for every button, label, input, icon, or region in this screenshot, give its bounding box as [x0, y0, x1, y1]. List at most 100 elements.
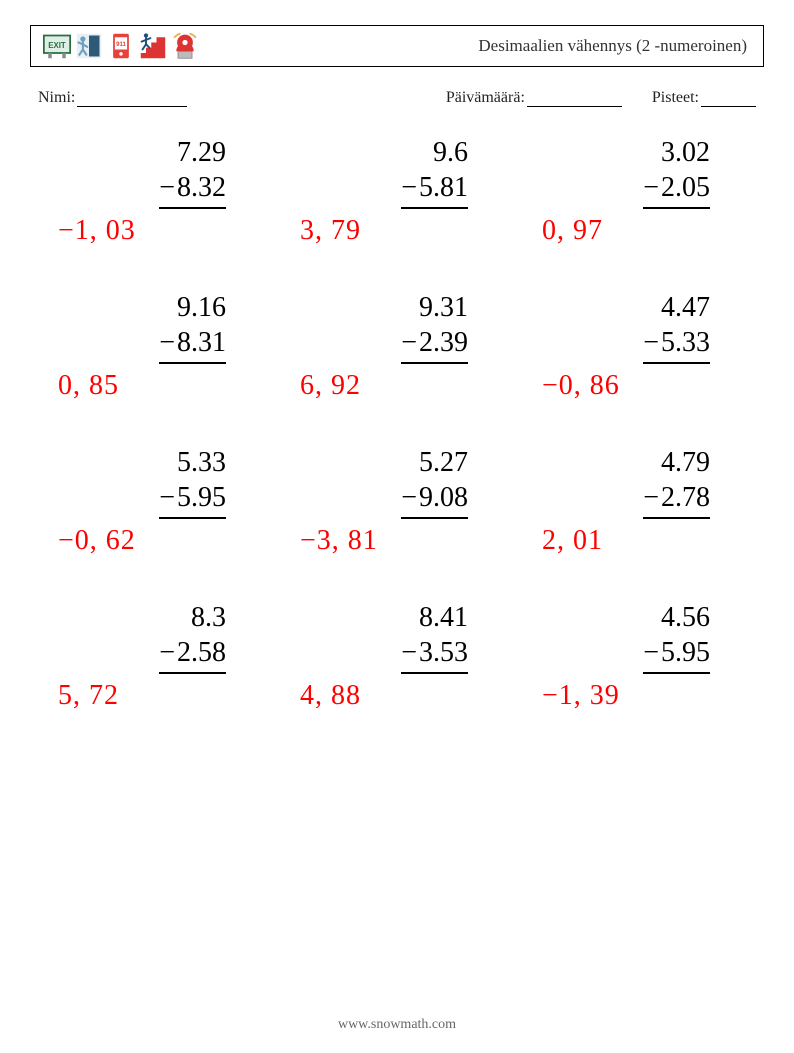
minus-sign: −: [159, 170, 175, 205]
subtrahend: 5.95: [661, 635, 710, 670]
problem-number-block: 9.16−8.31: [106, 290, 226, 364]
answer: 4, 88: [296, 678, 361, 713]
answer: −1, 39: [538, 678, 620, 713]
minuend: 8.3: [191, 600, 226, 635]
answer: −0, 86: [538, 368, 620, 403]
meta-name: Nimi:: [38, 89, 187, 107]
minuend: 3.02: [661, 135, 710, 170]
meta-date: Päivämäärä:: [446, 89, 622, 107]
problem: 4.56−5.95 −1, 39: [538, 600, 740, 713]
subtrahend: 8.32: [177, 170, 226, 205]
minus-sign: −: [401, 325, 417, 360]
answer: 6, 92: [296, 368, 361, 403]
worksheet-title: Desimaalien vähennys (2 -numeroinen): [478, 36, 751, 56]
exit-door-icon: [75, 32, 103, 60]
subtrahend-row: −3.53: [401, 635, 468, 674]
name-label: Nimi:: [38, 89, 75, 107]
subtrahend-row: −8.31: [159, 325, 226, 364]
problem-number-block: 9.6−5.81: [348, 135, 468, 209]
footer-url: www.snowmath.com: [30, 1005, 764, 1033]
problem: 9.6−5.81 3, 79: [296, 135, 498, 248]
running-stairs-icon: [139, 32, 167, 60]
minus-sign: −: [643, 170, 659, 205]
subtrahend-row: −2.39: [401, 325, 468, 364]
subtrahend-row: −5.81: [401, 170, 468, 209]
svg-text:911: 911: [116, 41, 126, 48]
minuend: 8.41: [419, 600, 468, 635]
minuend: 4.56: [661, 600, 710, 635]
minus-sign: −: [159, 480, 175, 515]
problems-grid: 7.29−8.32−1, 039.6−5.813, 793.02−2.050, …: [30, 125, 764, 713]
answer: −1, 03: [54, 213, 136, 248]
phone-911-icon: 911: [107, 32, 135, 60]
problem: 9.31−2.39 6, 92: [296, 290, 498, 403]
exit-sign-icon: EXIT: [43, 32, 71, 60]
score-label: Pisteet:: [652, 89, 699, 107]
header-icons: EXIT 911: [43, 32, 199, 60]
minus-sign: −: [643, 635, 659, 670]
meta-row: Nimi: Päivämäärä: Pisteet:: [30, 89, 764, 125]
minus-sign: −: [643, 480, 659, 515]
problem-number-block: 5.33−5.95: [106, 445, 226, 519]
minuend: 4.47: [661, 290, 710, 325]
problem-number-block: 8.3−2.58: [106, 600, 226, 674]
subtrahend: 3.53: [419, 635, 468, 670]
problem: 4.79−2.782, 01: [538, 445, 740, 558]
problem-number-block: 5.27−9.08: [348, 445, 468, 519]
subtrahend-row: −5.95: [643, 635, 710, 674]
subtrahend: 9.08: [419, 480, 468, 515]
minus-sign: −: [401, 480, 417, 515]
subtrahend: 2.58: [177, 635, 226, 670]
problem-number-block: 4.47−5.33: [590, 290, 710, 364]
problem: 5.33−5.95 −0, 62: [54, 445, 256, 558]
minus-sign: −: [159, 635, 175, 670]
problem-number-block: 4.56−5.95: [590, 600, 710, 674]
date-label: Päivämäärä:: [446, 89, 525, 107]
problem-number-block: 9.31−2.39: [348, 290, 468, 364]
answer: 3, 79: [296, 213, 361, 248]
subtrahend: 8.31: [177, 325, 226, 360]
subtrahend: 2.78: [661, 480, 710, 515]
minuend: 5.33: [177, 445, 226, 480]
meta-score: Pisteet:: [652, 89, 756, 107]
problem: 8.41−3.53 4, 88: [296, 600, 498, 713]
problem: 4.47−5.33 −0, 86: [538, 290, 740, 403]
answer: −3, 81: [296, 523, 378, 558]
minuend: 4.79: [661, 445, 710, 480]
subtrahend: 2.05: [661, 170, 710, 205]
problem-number-block: 3.02−2.05: [590, 135, 710, 209]
answer: 0, 97: [538, 213, 603, 248]
minus-sign: −: [643, 325, 659, 360]
subtrahend-row: −9.08: [401, 480, 468, 519]
minuend: 5.27: [419, 445, 468, 480]
name-line: [77, 106, 187, 107]
minus-sign: −: [401, 170, 417, 205]
subtrahend-row: −2.78: [643, 480, 710, 519]
problem: 8.3−2.58 5, 72: [54, 600, 256, 713]
problem-number-block: 8.41−3.53: [348, 600, 468, 674]
minuend: 9.6: [433, 135, 468, 170]
minuend: 9.16: [177, 290, 226, 325]
minuend: 9.31: [419, 290, 468, 325]
subtrahend: 2.39: [419, 325, 468, 360]
answer: 0, 85: [54, 368, 119, 403]
minus-sign: −: [401, 635, 417, 670]
problem: 9.16−8.31 0, 85: [54, 290, 256, 403]
subtrahend-row: −2.05: [643, 170, 710, 209]
minus-sign: −: [159, 325, 175, 360]
subtrahend: 5.95: [177, 480, 226, 515]
subtrahend-row: −8.32: [159, 170, 226, 209]
answer: 5, 72: [54, 678, 119, 713]
subtrahend-row: −2.58: [159, 635, 226, 674]
answer: −0, 62: [54, 523, 136, 558]
problem: 5.27−9.08 −3, 81: [296, 445, 498, 558]
problem: 7.29−8.32 −1, 03: [54, 135, 256, 248]
fire-alarm-icon: [171, 32, 199, 60]
date-line: [527, 106, 622, 107]
svg-text:EXIT: EXIT: [48, 41, 66, 50]
subtrahend: 5.33: [661, 325, 710, 360]
problem-number-block: 4.79−2.78: [590, 445, 710, 519]
subtrahend-row: −5.33: [643, 325, 710, 364]
subtrahend-row: −5.95: [159, 480, 226, 519]
problem-number-block: 7.29−8.32: [106, 135, 226, 209]
